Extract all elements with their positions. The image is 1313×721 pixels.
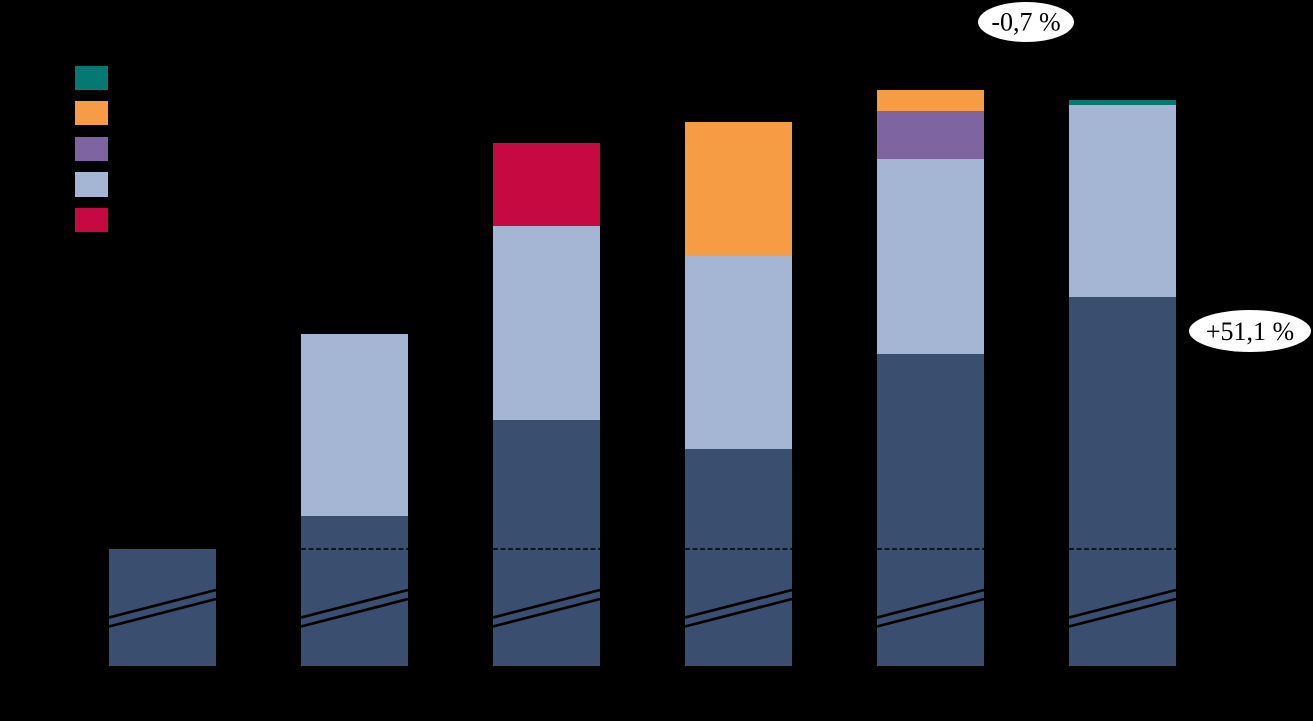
- svg-text:+51,1 %: +51,1 %: [1206, 317, 1294, 346]
- svg-text:-0,7 %: -0,7 %: [991, 8, 1060, 37]
